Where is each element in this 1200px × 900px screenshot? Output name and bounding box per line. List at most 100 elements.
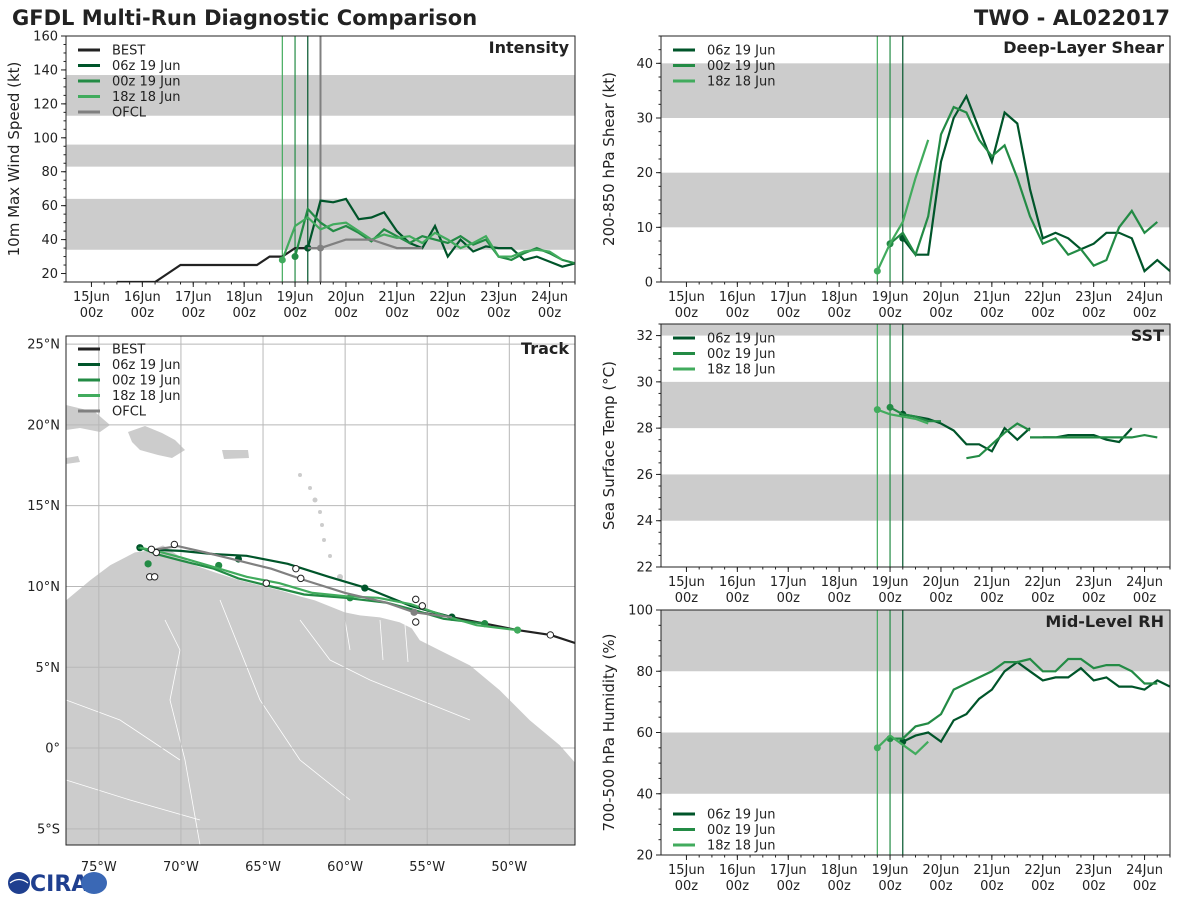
track-point-ofcl (410, 608, 418, 616)
track-lat-label: 5°S (37, 822, 60, 837)
rh-title: Mid-Level RH (1045, 612, 1164, 631)
rh-xtick-label-hour: 00z (929, 879, 953, 894)
shear-ytick-label: 40 (636, 57, 653, 72)
intensity-legend-label: BEST (112, 44, 145, 59)
rh-xtick-label-day: 15Jun (668, 863, 705, 878)
rh-xtick-label-hour: 00z (980, 879, 1004, 894)
track-legend-label: 00z 19 Jun (112, 374, 181, 389)
track-point-open (262, 579, 271, 587)
track-lon-label: 60°W (327, 860, 363, 875)
rh-ytick-label: 20 (636, 849, 653, 864)
intensity-legend-label: 06z 19 Jun (112, 59, 181, 74)
shear-xtick-label-day: 16Jun (719, 290, 756, 305)
hispaniola-cuba-land (66, 405, 185, 458)
track-lon-label: 70°W (163, 860, 199, 875)
sst-xtick-label-day: 20Jun (923, 575, 960, 590)
intensity-marker-run00 (291, 253, 299, 261)
cira-logo-wave-icon (81, 872, 107, 894)
rh-xtick-label-day: 17Jun (770, 863, 807, 878)
sst-band-2 (661, 324, 1170, 336)
track-point-open (412, 595, 420, 604)
intensity-xtick-label-hour: 00z (334, 306, 358, 321)
rh-ytick-label: 40 (636, 787, 653, 802)
shear-band-1 (661, 63, 1170, 118)
intensity-xtick-label-day: 18Jun (226, 290, 263, 305)
track-frame (65, 335, 576, 846)
intensity-legend-label: 18z 18 Jun (112, 90, 181, 105)
rh-ytick-label: 80 (636, 665, 653, 680)
intensity-ytick-label: 40 (41, 233, 58, 248)
intensity-marker-run06 (304, 244, 312, 252)
country-borders (66, 599, 471, 845)
track-point-run06 (361, 584, 369, 592)
intensity-ytick-label: 20 (41, 267, 58, 282)
intensity-xtick-label-day: 15Jun (73, 290, 110, 305)
sst-band-1 (661, 381, 1170, 429)
sst-xtick-label-hour: 00z (980, 591, 1004, 606)
rh-xtick-label-day: 23Jun (1075, 863, 1112, 878)
intensity-marker-ofcl (317, 244, 324, 252)
rh-xtick-label-hour: 00z (777, 879, 801, 894)
sst-marker-run18 (873, 406, 881, 414)
track-point-open (147, 545, 156, 553)
intensity-ytick-label: 60 (41, 199, 58, 214)
sst-xtick-label-hour: 00z (726, 591, 750, 606)
track-legend-label: 06z 19 Jun (112, 358, 181, 373)
track-point-run00 (144, 560, 152, 568)
rh-xtick-label-hour: 00z (675, 879, 699, 894)
rh-xtick-label-day: 16Jun (719, 863, 756, 878)
shear-title: Deep-Layer Shear (1003, 38, 1164, 57)
intensity-series-best (116, 247, 308, 282)
sst-legend-label: 06z 19 Jun (707, 332, 776, 347)
shear-xtick-label-hour: 00z (726, 306, 750, 321)
intensity-xtick-label-hour: 00z (131, 306, 155, 321)
track-lon-label: 65°W (245, 860, 281, 875)
track-legend-label: BEST (112, 343, 145, 358)
intensity-plot-area (66, 36, 575, 282)
sst-xtick-label-hour: 00z (1082, 591, 1106, 606)
sst-marker-run00 (886, 403, 894, 411)
track-path-ofcl (156, 544, 453, 619)
track-lat-label: 15°N (27, 499, 60, 514)
intensity-xtick-label-day: 23Jun (480, 290, 517, 305)
rh-xtick-label-day: 22Jun (1024, 863, 1061, 878)
track-point-open (412, 618, 420, 626)
track-point-open (297, 574, 305, 583)
shear-xtick-label-hour: 00z (827, 306, 851, 321)
track-panel: 75°W 70°W 65°W 60°W 55°W 50°W 25°N 20°N 15°N 10°N… (27, 335, 576, 875)
intensity-ytick-label: 140 (33, 63, 58, 78)
intensity-xtick-label-day: 17Jun (175, 290, 212, 305)
rh-plot-area (661, 610, 1170, 855)
shear-plot-area (661, 36, 1170, 282)
sst-xtick-label-day: 21Jun (973, 575, 1010, 590)
intensity-xtick-label-day: 22Jun (429, 290, 466, 305)
intensity-xtick-label-day: 24Jun (531, 290, 568, 305)
sst-band-0 (661, 474, 1170, 521)
shear-xtick-label-hour: 00z (1031, 306, 1055, 321)
shear-xtick-label-day: 20Jun (923, 290, 960, 305)
track-lat-label: 10°N (27, 580, 60, 595)
shear-xtick-label-hour: 00z (1133, 306, 1157, 321)
track-lon-label: 55°W (409, 860, 445, 875)
track-point-open (546, 631, 555, 639)
track-lon-label: 75°W (81, 860, 117, 875)
intensity-panel: 2040608010012014016015Jun00z16Jun00z17Ju… (5, 30, 576, 321)
rh-xtick-label-hour: 00z (878, 879, 902, 894)
track-legend-label: OFCL (112, 405, 147, 420)
rh-ylabel: 700-500 hPa Humidity (%) (600, 633, 618, 831)
shear-xtick-label-hour: 00z (675, 306, 699, 321)
sst-panel: 22242628303215Jun00z16Jun00z17Jun00z18Ju… (600, 323, 1171, 606)
sst-ytick-label: 28 (636, 422, 653, 437)
sst-ytick-label: 26 (636, 468, 653, 483)
lesser-antilles-land (298, 473, 343, 580)
track-title: Track (521, 339, 569, 358)
rh-xtick-label-day: 18Jun (821, 863, 858, 878)
sst-ytick-label: 30 (636, 375, 653, 390)
track-legend-label: 18z 18 Jun (112, 389, 181, 404)
shear-legend-label: 18z 18 Jun (707, 75, 776, 90)
rh-legend-label: 18z 18 Jun (707, 839, 776, 854)
intensity-xtick-label-day: 16Jun (124, 290, 161, 305)
shear-xtick-label-hour: 00z (777, 306, 801, 321)
rh-series-run00 (890, 657, 1158, 740)
shear-ylabel: 200-850 hPa Shear (kt) (600, 72, 618, 246)
